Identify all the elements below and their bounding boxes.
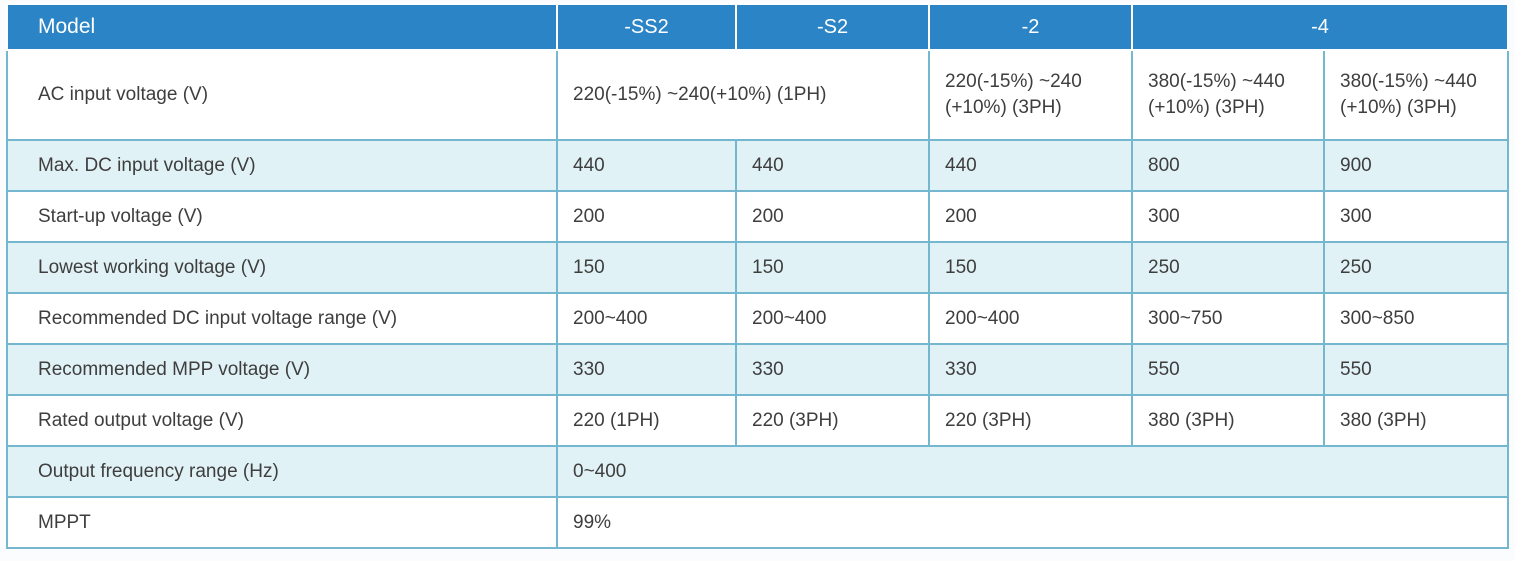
row-label-cell: Recommended MPP voltage (V) [6, 343, 558, 396]
table-row-recommended-dc-input-range: Recommended DC input voltage range (V) 2… [6, 292, 1510, 345]
row-label-cell: Max. DC input voltage (V) [6, 139, 558, 192]
value-cell: 220 (3PH) [928, 394, 1133, 447]
value-cell: 300 [1322, 190, 1510, 243]
table-row-startup-voltage: Start-up voltage (V) 200 200 200 300 300 [6, 190, 1510, 243]
table-row-max-dc-input-voltage: Max. DC input voltage (V) 440 440 440 80… [6, 139, 1510, 192]
column-header-2: -2 [928, 3, 1133, 51]
value-cell: 220 (3PH) [735, 394, 930, 447]
value-cell: 200~400 [928, 292, 1133, 345]
value-cell: 800 [1131, 139, 1325, 192]
row-label-cell: Output frequency range (Hz) [6, 445, 558, 498]
value-cell: 330 [928, 343, 1133, 396]
value-cell: 440 [928, 139, 1133, 192]
inverter-spec-table: Model -SS2 -S2 -2 -4 AC input voltage (V… [6, 3, 1510, 549]
value-cell: 200 [928, 190, 1133, 243]
value-cell: 330 [556, 343, 737, 396]
value-cell: 200 [556, 190, 737, 243]
model-header-cell: Model [6, 3, 558, 51]
value-cell: 150 [735, 241, 930, 294]
value-cell: 220(-15%) ~240 (+10%) (3PH) [928, 49, 1133, 141]
value-cell: 380 (3PH) [1131, 394, 1325, 447]
value-cell: 250 [1131, 241, 1325, 294]
row-label-cell: AC input voltage (V) [6, 49, 558, 141]
value-cell: 200~400 [556, 292, 737, 345]
row-label-cell: Rated output voltage (V) [6, 394, 558, 447]
table-row-output-frequency-range: Output frequency range (Hz) 0~400 [6, 445, 1510, 498]
spec-table-container: Model -SS2 -S2 -2 -4 AC input voltage (V… [6, 3, 1510, 549]
value-cell: 99% [555, 496, 1510, 549]
value-cell: 380 (3PH) [1322, 394, 1510, 447]
value-cell: 300~750 [1131, 292, 1325, 345]
value-cell: 440 [556, 139, 737, 192]
column-header-s2: -S2 [735, 3, 930, 51]
value-cell: 200~400 [735, 292, 930, 345]
table-row-rated-output-voltage: Rated output voltage (V) 220 (1PH) 220 (… [6, 394, 1510, 447]
value-cell: 550 [1322, 343, 1510, 396]
table-row-lowest-working-voltage: Lowest working voltage (V) 150 150 150 2… [6, 241, 1510, 294]
value-cell: 380(-15%) ~440 (+10%) (3PH) [1131, 49, 1325, 141]
value-cell: 220 (1PH) [556, 394, 737, 447]
row-label-cell: Recommended DC input voltage range (V) [6, 292, 558, 345]
column-header-ss2: -SS2 [556, 3, 737, 51]
value-cell: 150 [556, 241, 737, 294]
value-cell: 150 [928, 241, 1133, 294]
value-cell: 220(-15%) ~240(+10%) (1PH) [556, 49, 930, 141]
value-cell: 900 [1322, 139, 1510, 192]
value-cell: 250 [1322, 241, 1510, 294]
value-cell: 200 [735, 190, 930, 243]
value-cell: 550 [1131, 343, 1325, 396]
value-cell: 300 [1131, 190, 1325, 243]
table-row-mppt: MPPT 99% [6, 496, 1510, 549]
value-cell: 440 [735, 139, 930, 192]
table-row-ac-input-voltage: AC input voltage (V) 220(-15%) ~240(+10%… [6, 49, 1510, 141]
value-cell: 0~400 [555, 445, 1510, 498]
row-label-cell: MPPT [6, 496, 558, 549]
row-label-cell: Start-up voltage (V) [6, 190, 558, 243]
value-cell: 380(-15%) ~440 (+10%) (3PH) [1322, 49, 1510, 141]
column-header-4: -4 [1130, 3, 1510, 51]
table-header-row: Model -SS2 -S2 -2 -4 [6, 3, 1510, 51]
value-cell: 330 [735, 343, 930, 396]
row-label-cell: Lowest working voltage (V) [6, 241, 558, 294]
table-row-recommended-mpp-voltage: Recommended MPP voltage (V) 330 330 330 … [6, 343, 1510, 396]
value-cell: 300~850 [1322, 292, 1510, 345]
